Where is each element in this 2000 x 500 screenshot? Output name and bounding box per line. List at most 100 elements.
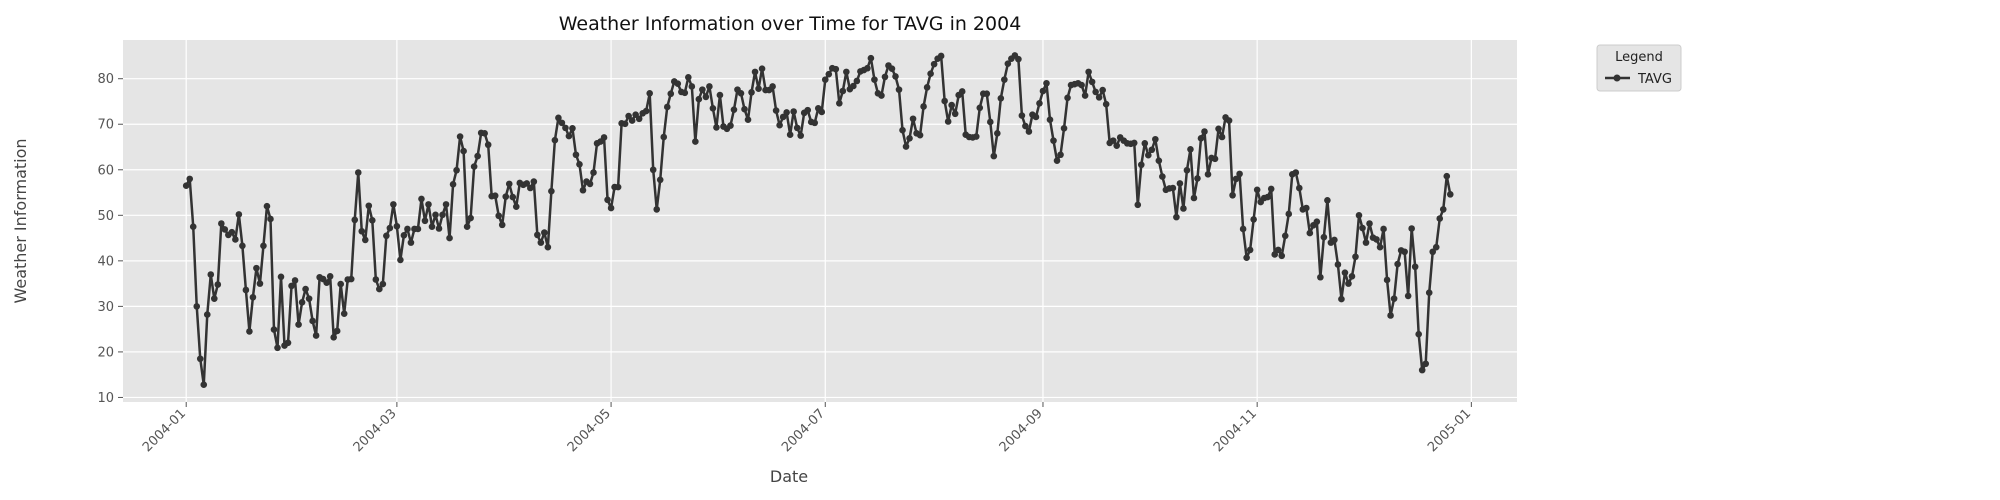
data-point <box>1404 292 1412 300</box>
data-point <box>702 93 710 101</box>
data-point <box>944 118 952 125</box>
data-point <box>906 135 913 142</box>
x-tick-label: 2004-09 <box>997 406 1046 455</box>
data-point <box>1204 171 1212 178</box>
y-axis: 10 20 30 40 50 60 70 80 <box>97 72 123 406</box>
data-point <box>1109 137 1117 144</box>
data-point <box>1225 117 1233 124</box>
data-point <box>692 138 699 145</box>
data-point <box>916 131 924 139</box>
data-point <box>920 103 927 110</box>
data-point <box>1352 253 1359 261</box>
data-point <box>397 256 404 264</box>
data-point <box>1032 113 1040 121</box>
data-point <box>832 65 840 73</box>
data-point <box>569 125 576 132</box>
data-point <box>1292 169 1300 176</box>
data-point <box>1022 122 1029 130</box>
data-point <box>555 114 562 122</box>
data-point <box>372 276 380 283</box>
data-point <box>744 116 752 123</box>
data-point <box>1211 155 1219 163</box>
data-point <box>1145 151 1152 159</box>
data-point <box>1183 166 1191 174</box>
data-point <box>1102 100 1110 108</box>
data-point <box>871 76 878 83</box>
data-point <box>646 89 653 97</box>
data-point <box>642 107 650 115</box>
data-point <box>200 381 208 389</box>
data-point <box>1334 261 1342 268</box>
data-point <box>354 169 362 176</box>
data-point <box>505 180 513 188</box>
data-point <box>221 226 229 233</box>
data-point <box>491 192 499 200</box>
data-point <box>1229 191 1236 199</box>
data-point <box>548 187 555 195</box>
data-point <box>997 94 1005 102</box>
data-point <box>727 122 734 129</box>
data-point <box>256 280 264 287</box>
data-point <box>821 76 829 83</box>
data-point <box>302 285 309 293</box>
data-point <box>941 97 948 105</box>
data-point <box>1099 86 1106 94</box>
data-point <box>467 214 474 222</box>
data-point <box>1331 236 1338 244</box>
data-point <box>1401 248 1408 256</box>
data-point <box>1362 239 1370 246</box>
data-point <box>1113 142 1121 149</box>
data-point <box>1278 252 1286 260</box>
data-point <box>1313 218 1321 225</box>
data-point <box>435 225 443 232</box>
data-point <box>1187 145 1194 153</box>
legend-title: Legend <box>1615 50 1663 65</box>
data-point <box>1243 254 1250 261</box>
x-tick-label: 2005-01 <box>1425 406 1474 455</box>
data-point <box>1285 210 1293 218</box>
data-point <box>305 295 313 302</box>
data-point <box>1432 243 1440 251</box>
data-point <box>1046 116 1054 123</box>
data-point <box>614 183 622 191</box>
data-point <box>818 108 826 116</box>
data-point <box>218 220 225 227</box>
x-axis: 2004-01 2004-03 2004-05 2004-07 2004-09 2004-… <box>140 402 1474 455</box>
legend-marker-swatch <box>1613 74 1621 82</box>
data-point <box>1134 201 1142 209</box>
data-point <box>502 193 510 200</box>
data-point <box>379 280 387 288</box>
data-point <box>927 70 934 77</box>
data-point <box>1376 243 1384 251</box>
data-point <box>681 89 689 97</box>
data-point <box>958 88 966 95</box>
data-point <box>892 73 899 80</box>
data-point <box>607 204 615 212</box>
data-point <box>428 223 436 230</box>
data-point <box>667 90 675 98</box>
data-point <box>983 90 991 98</box>
data-point <box>769 83 776 90</box>
data-point <box>1001 76 1008 83</box>
data-point <box>902 143 910 150</box>
x-tick-label: 2004-05 <box>565 406 614 455</box>
data-point <box>189 223 197 230</box>
data-point <box>1306 229 1314 237</box>
data-point <box>1085 68 1092 76</box>
data-point <box>288 282 295 290</box>
data-point <box>899 126 906 134</box>
data-point <box>948 101 955 109</box>
data-point <box>709 105 717 112</box>
data-point <box>1239 225 1247 233</box>
legend-entry-tavg: TAVG <box>1637 72 1672 87</box>
data-point <box>1380 225 1387 233</box>
data-point <box>779 113 787 121</box>
data-point <box>442 201 450 208</box>
data-point <box>1050 137 1057 144</box>
data-point <box>1194 175 1201 182</box>
data-point <box>1078 81 1085 89</box>
data-point <box>527 184 534 192</box>
data-point <box>196 355 204 363</box>
data-point <box>309 317 316 325</box>
data-point <box>976 104 984 112</box>
